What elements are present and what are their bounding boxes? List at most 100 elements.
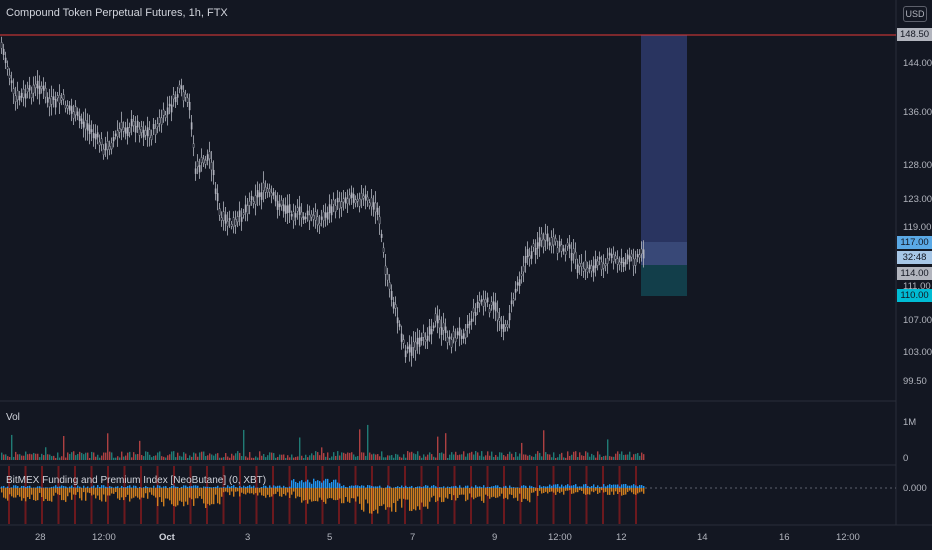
- volume-bar: [211, 454, 213, 460]
- candle-body: [618, 261, 621, 266]
- premium-bar: [327, 478, 329, 488]
- candle-body: [44, 88, 47, 98]
- volume-bar: [583, 455, 585, 460]
- funding-bar: [103, 488, 105, 495]
- funding-bar: [377, 488, 379, 514]
- volume-bar: [281, 454, 283, 460]
- funding-bar: [595, 488, 597, 491]
- funding-bar: [91, 488, 93, 496]
- indicator-pane-label: BitMEX Funding and Premium Index [NeoBut…: [6, 475, 267, 486]
- funding-bar: [519, 488, 521, 494]
- premium-bar: [421, 487, 423, 488]
- candle-body: [334, 205, 337, 212]
- premium-bar: [631, 485, 633, 488]
- premium-bar: [275, 486, 277, 488]
- time-label: 14: [697, 532, 708, 543]
- premium-bar: [453, 486, 455, 488]
- premium-bar: [147, 487, 149, 488]
- candle-body: [376, 207, 379, 215]
- currency-button[interactable]: USD: [903, 6, 927, 22]
- candle-body: [546, 233, 549, 242]
- funding-bar: [289, 488, 291, 498]
- entry-price-tag: 114.00: [897, 267, 932, 280]
- funding-bar: [441, 488, 443, 503]
- funding-bar: [489, 488, 491, 499]
- premium-bar: [53, 486, 55, 488]
- candle-body: [34, 83, 37, 89]
- funding-marker: [635, 466, 637, 524]
- candle-body: [500, 324, 503, 329]
- volume-bar: [369, 452, 371, 460]
- volume-bar: [309, 455, 311, 460]
- funding-bar: [631, 488, 633, 493]
- premium-bar: [69, 486, 71, 488]
- volume-bar: [277, 456, 279, 460]
- price-tick: 103.00: [903, 347, 932, 358]
- funding-bar: [439, 488, 441, 498]
- candle-body: [100, 138, 103, 145]
- premium-bar: [319, 481, 321, 488]
- volume-bar: [451, 452, 453, 460]
- premium-bar: [451, 486, 453, 488]
- funding-bar: [511, 488, 513, 495]
- funding-bar: [599, 488, 601, 493]
- volume-bar: [545, 452, 547, 460]
- candle-body: [592, 265, 595, 273]
- funding-bar: [15, 488, 17, 498]
- candle-body: [508, 313, 511, 321]
- premium-bar: [115, 486, 117, 488]
- volume-bar: [475, 451, 477, 460]
- time-label: 5: [327, 532, 333, 543]
- candle-body: [156, 123, 159, 128]
- funding-bar: [269, 488, 271, 498]
- funding-bar: [453, 488, 455, 496]
- candle-body: [94, 133, 97, 140]
- candle-body: [542, 238, 545, 248]
- volume-bar: [189, 455, 191, 460]
- funding-bar: [627, 488, 629, 492]
- funding-bar: [159, 488, 161, 498]
- volume-bar: [379, 456, 381, 460]
- funding-bar: [307, 488, 309, 504]
- candle-body: [366, 196, 369, 201]
- volume-bar: [609, 456, 611, 460]
- volume-tick: 1M: [903, 417, 917, 428]
- premium-bar: [567, 484, 569, 488]
- volume-bar: [127, 452, 129, 460]
- funding-bar: [181, 488, 183, 502]
- candle-body: [42, 85, 45, 91]
- premium-bar: [499, 487, 501, 488]
- volume-bar: [345, 453, 347, 460]
- candle-body: [314, 211, 317, 221]
- volume-bar: [587, 452, 589, 460]
- premium-bar: [633, 484, 635, 488]
- volume-bar: [129, 451, 131, 460]
- volume-bar: [351, 452, 353, 460]
- candle-body: [0, 42, 3, 49]
- premium-bar: [361, 485, 363, 488]
- premium-bar: [325, 478, 327, 488]
- premium-bar: [341, 486, 343, 488]
- volume-bar: [495, 454, 497, 460]
- candle-body: [240, 217, 243, 222]
- volume-bar: [63, 435, 65, 460]
- volume-bar: [573, 451, 575, 460]
- candle-body: [52, 96, 55, 100]
- premium-bar: [573, 485, 575, 488]
- volume-bar: [599, 454, 601, 460]
- volume-bar: [295, 456, 297, 460]
- funding-bar: [193, 488, 195, 506]
- funding-bar: [303, 488, 305, 501]
- premium-bar: [181, 486, 183, 488]
- time-label: 9: [492, 532, 498, 543]
- funding-bar: [267, 488, 269, 495]
- funding-bar: [295, 488, 297, 499]
- profit-zone: [641, 35, 687, 265]
- volume-bar: [107, 433, 109, 460]
- volume-bar: [199, 452, 201, 460]
- candle-body: [444, 326, 447, 334]
- funding-marker: [222, 466, 225, 524]
- premium-bar: [509, 485, 511, 488]
- premium-bar: [459, 485, 461, 488]
